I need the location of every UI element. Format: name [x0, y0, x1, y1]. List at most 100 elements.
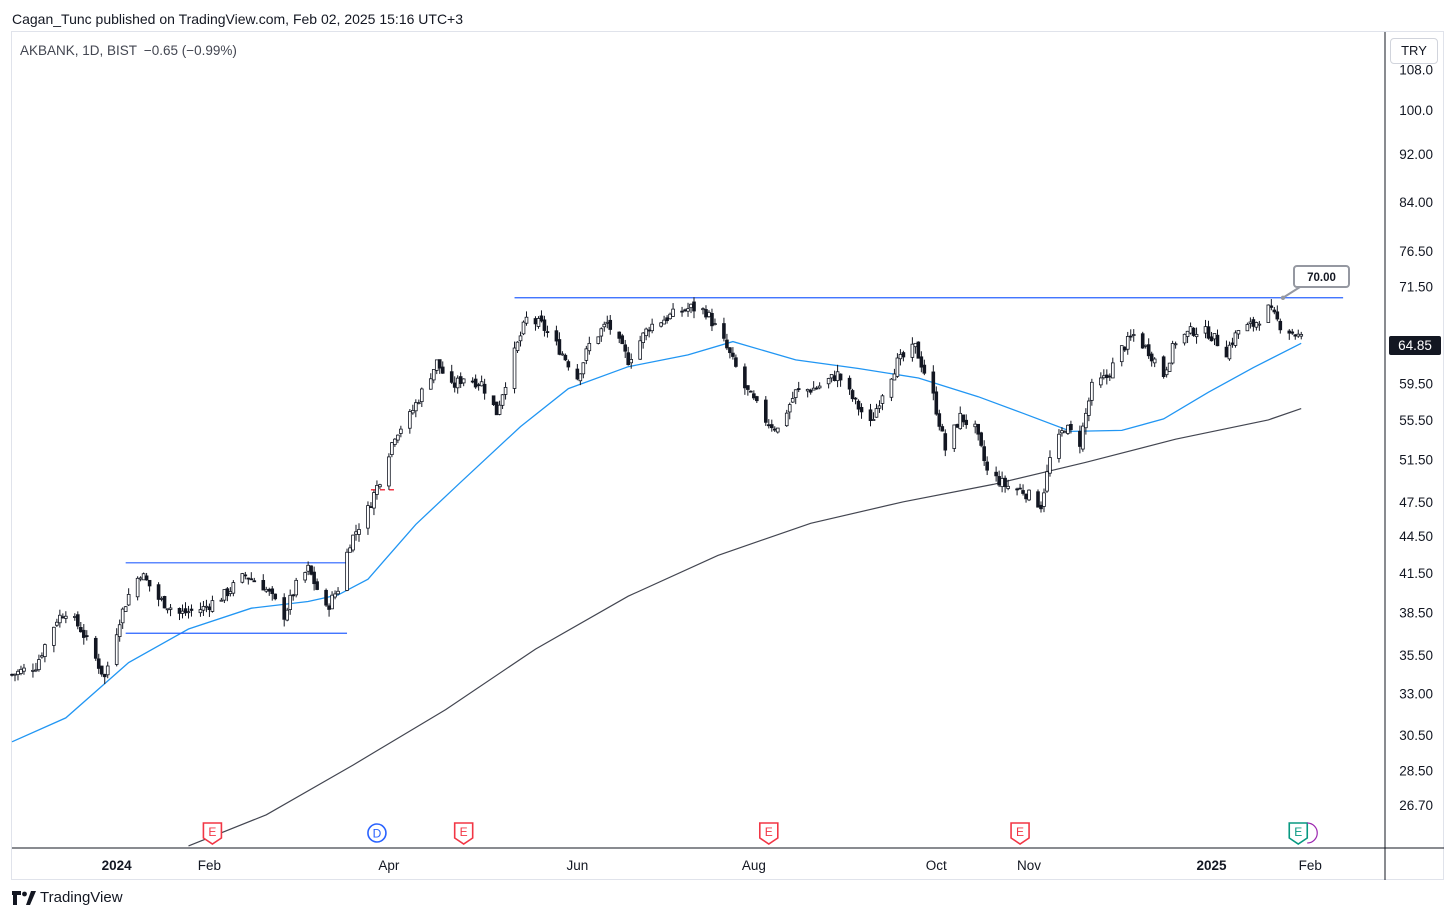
- candle-body: [177, 607, 182, 614]
- candle-body: [1182, 333, 1187, 344]
- candle-body: [1069, 424, 1073, 431]
- candle-body: [81, 629, 86, 638]
- y-tick-label: 84.00: [1399, 195, 1433, 210]
- current-price-badge: 64.85: [1389, 336, 1441, 355]
- candle-body: [734, 357, 738, 367]
- candle-body: [1296, 333, 1301, 337]
- candle-body: [979, 432, 983, 446]
- earnings-marker[interactable]: E: [1010, 822, 1030, 845]
- x-tick-label: Feb: [198, 858, 221, 873]
- candle-body: [1036, 491, 1040, 508]
- candle-body: [500, 394, 505, 406]
- candle-body: [183, 608, 188, 614]
- candle-body: [1161, 356, 1166, 377]
- candle-body: [78, 627, 83, 633]
- y-tick-label: 47.50: [1399, 495, 1433, 510]
- candle-body: [554, 330, 559, 342]
- candle-body: [58, 614, 62, 624]
- candle-body: [692, 301, 696, 312]
- candle-body: [629, 359, 633, 364]
- candle-body: [1272, 309, 1277, 313]
- candle-body: [315, 581, 319, 590]
- candle-body: [1290, 331, 1295, 334]
- earnings_upcoming-marker[interactable]: E: [1288, 822, 1318, 845]
- brand-name: TradingView: [40, 889, 123, 906]
- candle-body: [159, 598, 164, 600]
- candle-body: [390, 442, 394, 455]
- candle-body: [587, 342, 592, 352]
- candle-body: [686, 308, 690, 312]
- candle-body: [913, 342, 918, 348]
- candle-body: [1188, 326, 1193, 334]
- candle-body: [901, 352, 906, 358]
- moving-average-200-line: [188, 408, 1302, 847]
- candle-body: [617, 331, 622, 339]
- tradingview-logo-icon: [12, 890, 36, 905]
- candle-body: [1131, 334, 1136, 336]
- candle-body: [710, 313, 714, 327]
- candle-body: [497, 404, 502, 415]
- candle-body: [135, 577, 140, 598]
- earnings-marker[interactable]: E: [758, 822, 779, 845]
- earnings-marker-letter: E: [1294, 825, 1302, 839]
- candle-body: [479, 381, 484, 387]
- y-tick-label: 35.50: [1399, 648, 1433, 663]
- candle-body: [210, 600, 215, 612]
- candle-body: [1206, 326, 1211, 339]
- y-tick-label: 59.50: [1399, 376, 1433, 391]
- candle-body: [961, 414, 966, 423]
- candle-body: [1084, 412, 1088, 429]
- candle-body: [650, 323, 654, 332]
- candle-body: [958, 412, 963, 430]
- candle-body: [1045, 471, 1049, 492]
- candle-body: [689, 303, 693, 309]
- candle-body: [1191, 327, 1196, 336]
- candle-body: [494, 401, 499, 416]
- candle-body: [662, 319, 666, 325]
- candle-body: [787, 404, 792, 413]
- candle-body: [880, 395, 885, 404]
- candle-body: [354, 531, 358, 535]
- candle-body: [408, 411, 412, 429]
- candle-body: [856, 400, 861, 410]
- symbol-info[interactable]: AKBANK, 1D, BIST: [20, 43, 138, 58]
- candle-body: [1185, 330, 1190, 337]
- x-tick-label: Apr: [378, 858, 400, 873]
- candle-body: [731, 352, 735, 357]
- candle-body: [43, 644, 47, 657]
- candle-body: [722, 323, 726, 339]
- earnings-marker-letter: E: [460, 825, 468, 839]
- y-tick-label: 71.50: [1399, 280, 1433, 295]
- candle-body: [428, 378, 433, 390]
- candle-body: [1236, 330, 1241, 335]
- candle-body: [120, 608, 125, 624]
- currency-button[interactable]: TRY: [1390, 38, 1438, 64]
- brand-footer[interactable]: TradingView: [12, 889, 123, 906]
- candle-body: [665, 317, 669, 322]
- candle-body: [1173, 343, 1178, 346]
- earnings-marker[interactable]: E: [202, 822, 223, 845]
- earnings-marker-shape: [758, 822, 779, 845]
- candle-body: [769, 424, 774, 429]
- candle-body: [449, 371, 454, 383]
- candle-body: [240, 573, 245, 583]
- candle-body: [922, 364, 927, 374]
- candle-body: [336, 590, 340, 595]
- candle-body: [934, 391, 939, 415]
- candle-body: [680, 310, 684, 313]
- candle-body: [93, 637, 98, 659]
- candle-body: [431, 369, 436, 381]
- candle-body: [52, 626, 56, 646]
- candle-body: [790, 398, 795, 403]
- candle-body: [117, 624, 122, 637]
- candle-body: [1245, 324, 1250, 332]
- candle-body: [608, 319, 613, 330]
- earnings-marker[interactable]: E: [453, 822, 474, 845]
- candle-body: [375, 485, 379, 495]
- level-callout[interactable]: 70.00: [1293, 265, 1350, 288]
- dividend-marker[interactable]: D: [367, 823, 387, 843]
- chart-frame: [11, 31, 1444, 880]
- candle-body: [973, 423, 977, 428]
- candle-body: [889, 378, 894, 398]
